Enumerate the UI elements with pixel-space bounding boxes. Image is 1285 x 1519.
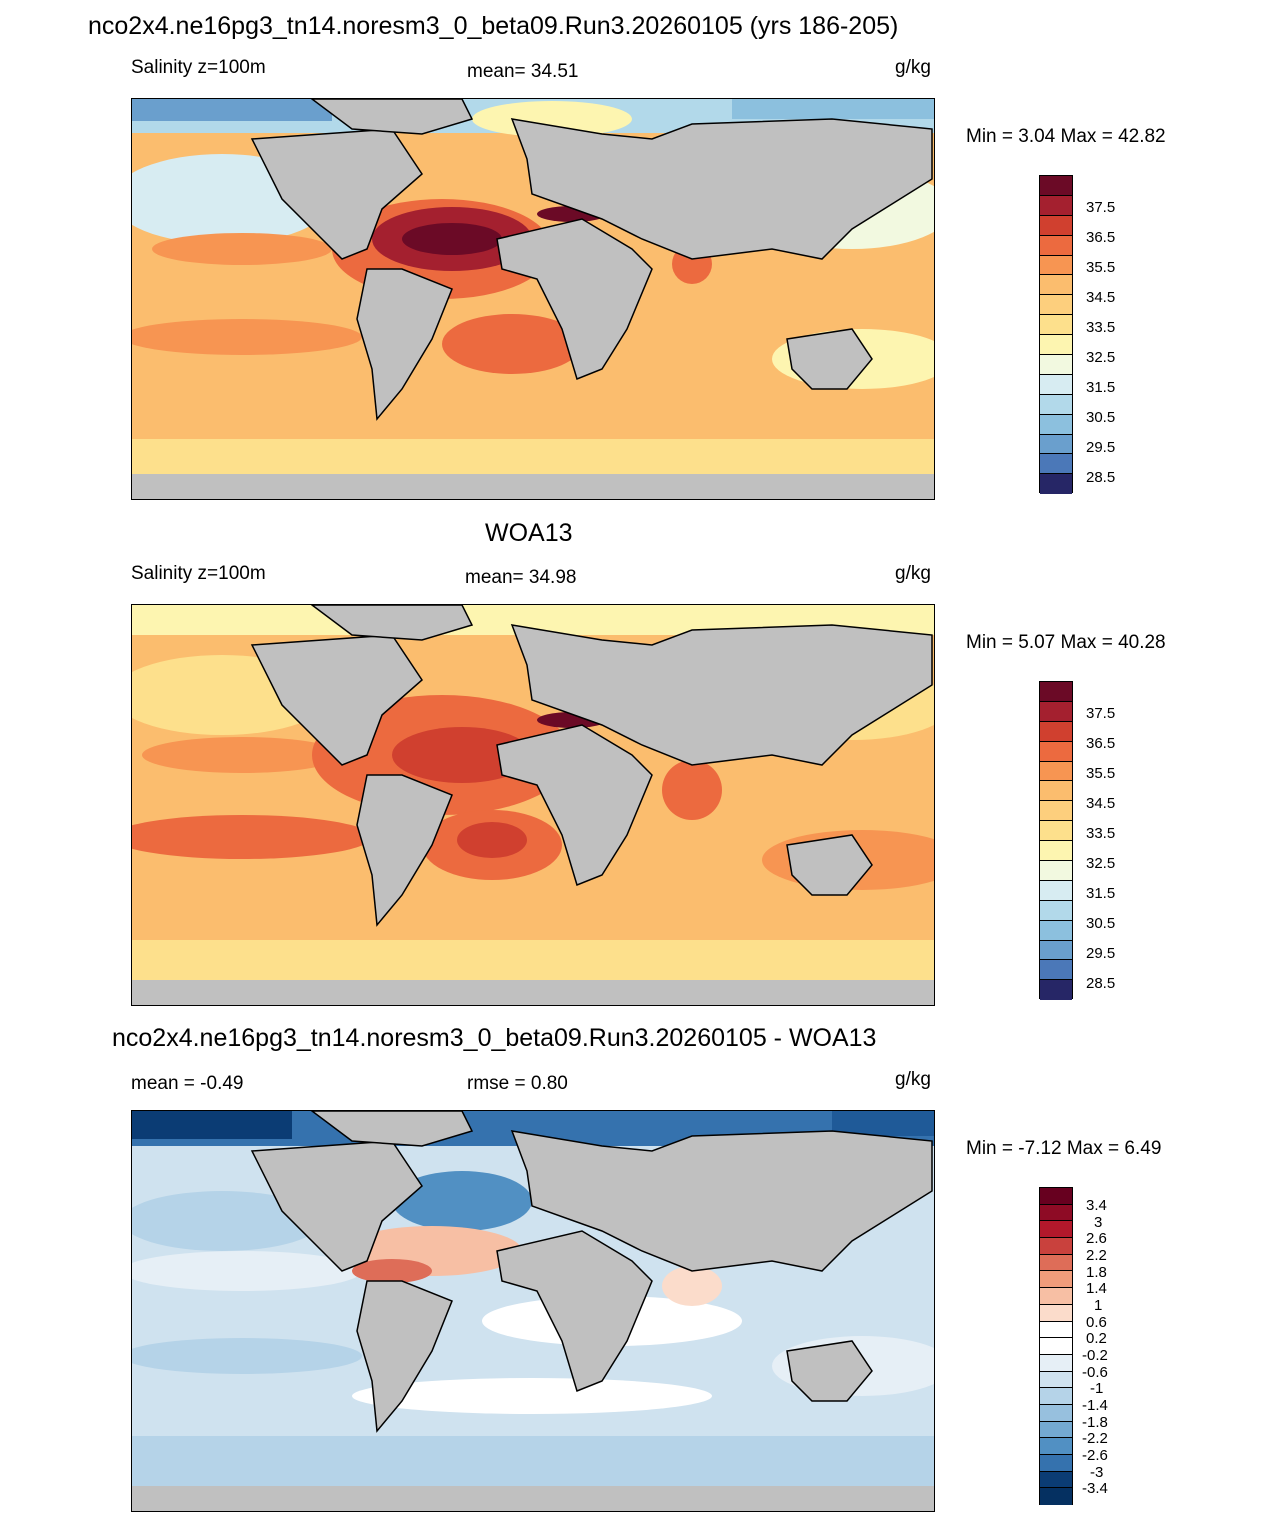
colorbar-tick-label: 3.4 <box>1086 1197 1107 1214</box>
panel3-colorbar <box>1039 1187 1073 1506</box>
panel3-difference-map <box>131 1110 935 1512</box>
colorbar-tick-label: 36.5 <box>1086 229 1116 246</box>
colorbar-tick-label: 35.5 <box>1086 259 1116 276</box>
colorbar-tick-label: 29.5 <box>1086 945 1116 962</box>
colorbar-tick-label: 35.5 <box>1086 765 1116 782</box>
colorbar-tick-label: 2.6 <box>1086 1230 1107 1247</box>
colorbar-tick-label: 28.5 <box>1086 975 1116 992</box>
colorbar-tick-label: 0.6 <box>1086 1314 1107 1331</box>
colorbar-tick-label: -0.6 <box>1082 1364 1108 1381</box>
colorbar-tick-label: 30.5 <box>1086 409 1116 426</box>
colorbar-tick-label: 31.5 <box>1086 379 1116 396</box>
panel2-woa13-salinity-map <box>131 604 935 1006</box>
colorbar-tick-label: -2.6 <box>1082 1447 1108 1464</box>
colorbar-tick-label: 1.4 <box>1086 1280 1107 1297</box>
colorbar-tick-label: 36.5 <box>1086 735 1116 752</box>
panel2-mean-label: mean= 34.98 <box>465 567 577 588</box>
colorbar-tick-label: 33.5 <box>1086 825 1116 842</box>
panel2-variable-label: Salinity z=100m <box>131 563 266 584</box>
panel1-mean-label: mean= 34.51 <box>467 61 579 82</box>
panel2-colorbar <box>1039 681 1073 1001</box>
panel2-heading: WOA13 <box>485 519 573 547</box>
panel3-minmax-label: Min = -7.12 Max = 6.49 <box>966 1138 1162 1159</box>
colorbar-tick-label: 33.5 <box>1086 319 1116 336</box>
colorbar-tick-label: 37.5 <box>1086 199 1116 216</box>
colorbar-tick-label: -1.4 <box>1082 1397 1108 1414</box>
colorbar-tick-label: -2.2 <box>1082 1430 1108 1447</box>
panel3-heading: nco2x4.ne16pg3_tn14.noresm3_0_beta09.Run… <box>112 1024 877 1052</box>
colorbar-tick-label: -3.4 <box>1082 1480 1108 1497</box>
colorbar-tick-label: -1.8 <box>1082 1414 1108 1431</box>
colorbar-tick-label: 29.5 <box>1086 439 1116 456</box>
figure-title: nco2x4.ne16pg3_tn14.noresm3_0_beta09.Run… <box>88 12 899 40</box>
colorbar-tick-label: 3 <box>1094 1214 1103 1231</box>
panel1-colorbar <box>1039 175 1073 495</box>
panel1-variable-label: Salinity z=100m <box>131 57 266 78</box>
colorbar-tick-label: 37.5 <box>1086 705 1116 722</box>
panel2-minmax-label: Min = 5.07 Max = 40.28 <box>966 632 1166 653</box>
panel2-units-label: g/kg <box>895 563 931 584</box>
panel1-units-label: g/kg <box>895 57 931 78</box>
colorbar-tick-label: 1.8 <box>1086 1264 1107 1281</box>
colorbar-tick-label: 34.5 <box>1086 795 1116 812</box>
panel3-rmse-label: rmse = 0.80 <box>467 1073 568 1094</box>
colorbar-tick-label: 34.5 <box>1086 289 1116 306</box>
colorbar-tick-label: -3 <box>1090 1464 1104 1481</box>
colorbar-tick-label: 32.5 <box>1086 349 1116 366</box>
colorbar-tick-label: 30.5 <box>1086 915 1116 932</box>
colorbar-tick-label: -1 <box>1090 1380 1104 1397</box>
panel3-units-label: g/kg <box>895 1069 931 1090</box>
colorbar-tick-label: 0.2 <box>1086 1330 1107 1347</box>
colorbar-tick-label: 2.2 <box>1086 1247 1107 1264</box>
panel1-model-salinity-map <box>131 98 935 500</box>
colorbar-tick-label: 28.5 <box>1086 469 1116 486</box>
colorbar-tick-label: 1 <box>1094 1297 1103 1314</box>
panel3-mean-label: mean = -0.49 <box>131 1073 244 1094</box>
colorbar-tick-label: 31.5 <box>1086 885 1116 902</box>
colorbar-tick-label: 32.5 <box>1086 855 1116 872</box>
panel1-minmax-label: Min = 3.04 Max = 42.82 <box>966 126 1166 147</box>
colorbar-tick-label: -0.2 <box>1082 1347 1108 1364</box>
